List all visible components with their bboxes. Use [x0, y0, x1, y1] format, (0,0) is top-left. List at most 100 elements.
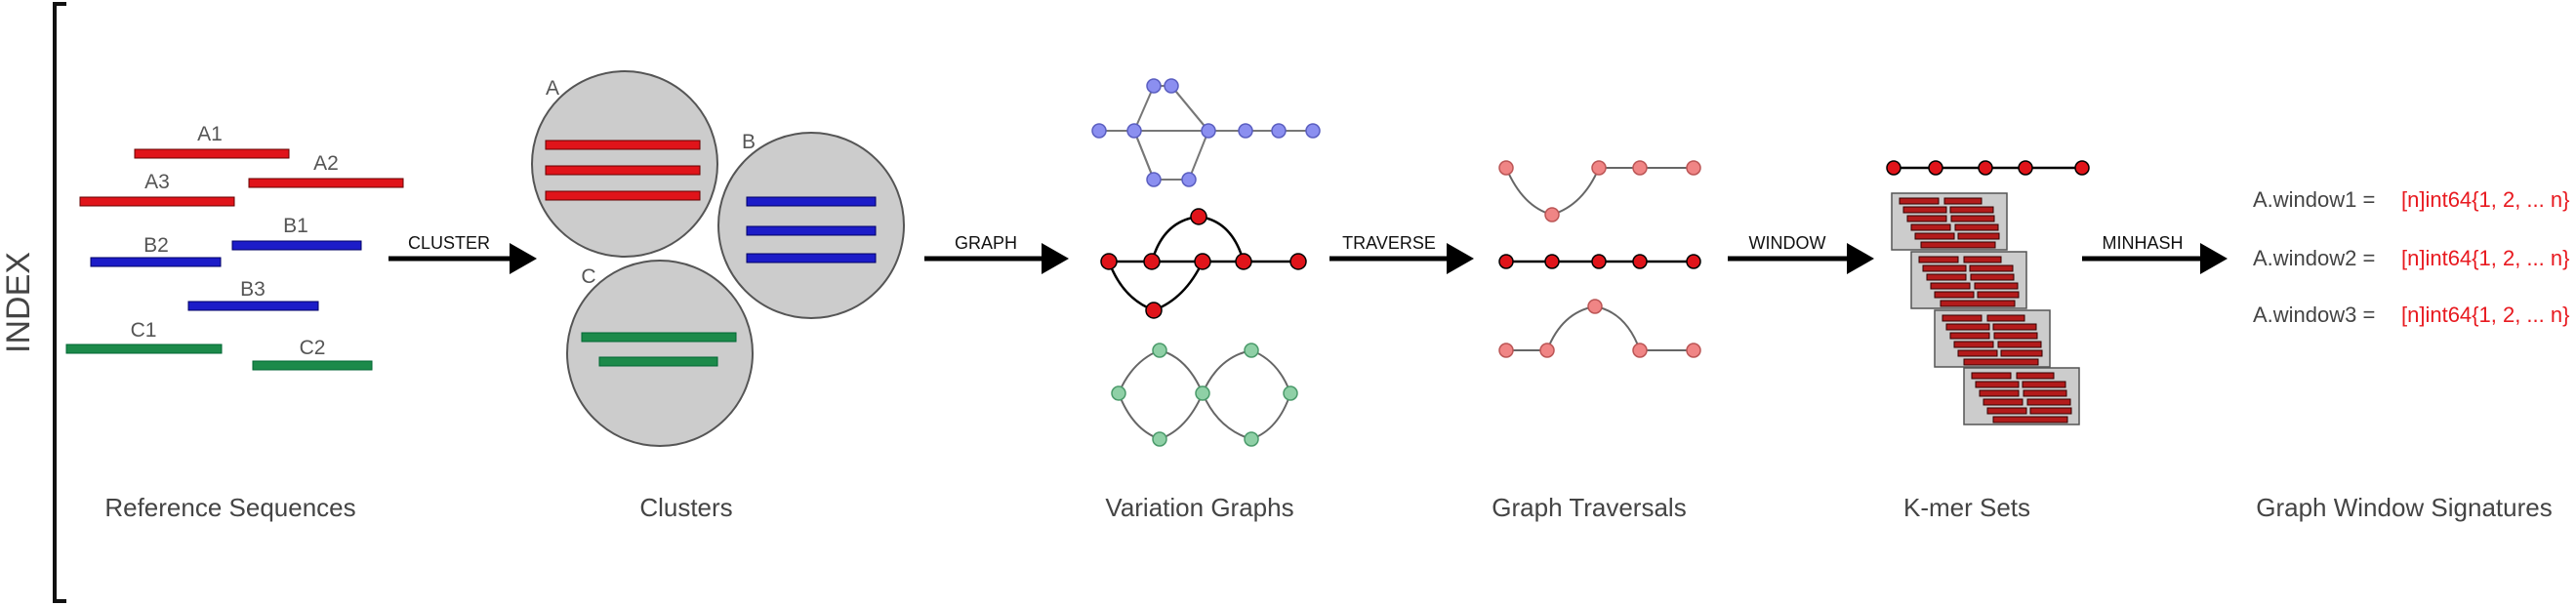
clusters-caption: Clusters	[639, 493, 732, 522]
sequence-c2-bar	[252, 360, 373, 371]
traversal-node	[1686, 254, 1701, 269]
cluster-a-label: A	[546, 77, 559, 100]
sequence-a3-label: A3	[144, 171, 170, 193]
signature-2-name: A.window2 =	[2253, 246, 2375, 270]
sequence-c1-label: C1	[131, 319, 157, 342]
green-graph-node	[1195, 385, 1210, 401]
graph-traversals-caption: Graph Traversals	[1492, 493, 1686, 522]
cluster-c-sequence	[581, 332, 737, 343]
traversal-middle	[1498, 254, 1701, 269]
signatures-caption: Graph Window Signatures	[2256, 493, 2552, 522]
clusters: A B C	[531, 70, 905, 447]
red-graph-node	[1143, 253, 1161, 270]
green-graph-node	[1152, 431, 1167, 447]
traversal-node	[1587, 299, 1603, 314]
signature-3-name: A.window3 =	[2253, 303, 2375, 327]
green-graph-node	[1244, 431, 1259, 447]
traversal-node	[1539, 343, 1555, 358]
blue-graph-node	[1146, 172, 1162, 187]
traverse-operation-label: TRAVERSE	[1342, 233, 1436, 253]
traversal-node	[1498, 343, 1514, 358]
sequence-b1-bar	[231, 240, 362, 251]
variation-graphs	[1091, 78, 1321, 447]
index-bracket	[53, 2, 66, 603]
traversal-node	[1498, 160, 1514, 176]
blue-graph-node	[1238, 123, 1253, 139]
reference-sequences: A1 A2 A3 B1 B2 B3 C1 C2	[65, 123, 404, 371]
cluster-b-label: B	[742, 131, 756, 153]
graph-traversals	[1498, 160, 1701, 358]
kmer-path-node	[1978, 160, 1993, 176]
sequence-b3-label: B3	[240, 278, 266, 301]
minhash-arrow: MINHASH	[2082, 233, 2228, 274]
sequence-a1-bar	[134, 148, 290, 159]
cluster-operation-label: CLUSTER	[408, 233, 490, 253]
blue-graph-node	[1181, 172, 1197, 187]
cluster-c-label: C	[581, 265, 595, 288]
window-arrow: WINDOW	[1728, 233, 1874, 274]
kmer-path-node	[1886, 160, 1901, 176]
sequence-a1-label: A1	[197, 123, 223, 145]
blue-graph-node	[1271, 123, 1287, 139]
red-graph-node	[1194, 253, 1211, 270]
red-graph-node	[1190, 208, 1207, 225]
green-graph-node	[1283, 385, 1298, 401]
kmer-path-node	[2018, 160, 2033, 176]
kmer-sets	[1886, 160, 2090, 425]
green-graph-node	[1152, 343, 1167, 358]
cluster-b-sequence	[746, 253, 877, 263]
traversal-node	[1632, 160, 1648, 176]
sequence-a2-bar	[248, 178, 404, 188]
stage-captions: Reference Sequences Clusters Variation G…	[104, 493, 2552, 522]
traversal-node	[1544, 254, 1560, 269]
sequence-a3-bar	[79, 196, 235, 207]
red-graph-node	[1235, 253, 1252, 270]
cluster-b-sequence	[746, 225, 877, 236]
sequence-b1-label: B1	[283, 215, 308, 237]
kmer-window-2	[1910, 251, 2027, 309]
cluster-a-sequence	[545, 190, 701, 201]
traversal-node	[1591, 160, 1607, 176]
minhash-operation-label: MINHASH	[2102, 233, 2183, 253]
window-operation-label: WINDOW	[1749, 233, 1826, 253]
graph-operation-label: GRAPH	[955, 233, 1017, 253]
sequence-b2-label: B2	[143, 234, 169, 257]
traversal-bottom	[1498, 299, 1701, 358]
traverse-arrow: TRAVERSE	[1329, 233, 1474, 274]
cluster-a-circle	[531, 70, 718, 258]
kmer-sets-caption: K-mer Sets	[1903, 493, 2030, 522]
blue-graph-node	[1126, 123, 1142, 139]
variation-graphs-caption: Variation Graphs	[1105, 493, 1293, 522]
sequence-a2-label: A2	[313, 152, 339, 175]
traversal-node	[1632, 343, 1648, 358]
blue-graph-node	[1091, 123, 1107, 139]
traversal-node	[1686, 160, 1701, 176]
traversal-node	[1686, 343, 1701, 358]
traversal-top	[1498, 160, 1701, 222]
blue-graph-node	[1146, 78, 1162, 94]
signature-1-name: A.window1 =	[2253, 187, 2375, 212]
cluster-arrow: CLUSTER	[388, 233, 537, 274]
blue-graph-node	[1201, 123, 1216, 139]
traversal-node	[1632, 254, 1648, 269]
red-graph-node	[1145, 302, 1163, 319]
signature-3-value: [n]int64{1, 2, ... n}	[2401, 303, 2569, 327]
traversal-node	[1544, 207, 1560, 222]
index-label: INDEX	[0, 252, 37, 353]
kmer-window-4	[1963, 367, 2080, 425]
kmer-window-1	[1891, 192, 2008, 251]
cluster-a-sequence	[545, 165, 701, 176]
cluster-c-sequence	[598, 356, 718, 367]
signature-2-value: [n]int64{1, 2, ... n}	[2401, 246, 2569, 270]
blue-graph-node	[1305, 123, 1321, 139]
cluster-b-circle	[717, 132, 905, 319]
red-graph-node	[1289, 253, 1307, 270]
signature-1-value: [n]int64{1, 2, ... n}	[2401, 187, 2569, 212]
red-graph-node	[1100, 253, 1118, 270]
traversal-node	[1498, 254, 1514, 269]
green-graph-node	[1111, 385, 1126, 401]
blue-graph-node	[1164, 78, 1179, 94]
kmer-window-3	[1934, 309, 2051, 368]
cluster-b-sequence	[746, 196, 877, 207]
